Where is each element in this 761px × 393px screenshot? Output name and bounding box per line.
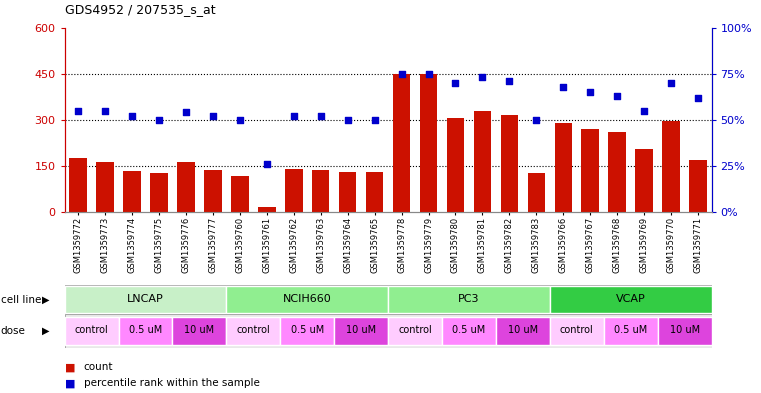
Text: percentile rank within the sample: percentile rank within the sample [84, 378, 260, 388]
Point [450, 80, 462, 86]
Text: 10 uM: 10 uM [346, 325, 376, 336]
Bar [65, 317, 119, 345]
Bar [227, 286, 388, 313]
Bar [442, 317, 496, 345]
Bar [334, 317, 388, 345]
Bar [388, 286, 550, 313]
Bar [689, 160, 707, 212]
Bar [635, 149, 653, 212]
Bar [473, 111, 491, 212]
Bar [658, 317, 712, 345]
Bar [555, 123, 572, 212]
Point [692, 95, 704, 101]
Text: control: control [560, 325, 594, 336]
Text: 0.5 uM: 0.5 uM [129, 325, 162, 336]
Text: 0.5 uM: 0.5 uM [291, 325, 324, 336]
Text: 0.5 uM: 0.5 uM [452, 325, 486, 336]
Point [314, 113, 326, 119]
Bar [393, 74, 410, 212]
Text: VCAP: VCAP [616, 294, 645, 304]
Point [207, 113, 219, 119]
Text: ■: ■ [65, 378, 75, 388]
Bar [609, 132, 626, 212]
Bar [285, 169, 303, 212]
Text: control: control [398, 325, 432, 336]
Bar [119, 317, 173, 345]
Point [234, 117, 246, 123]
Point [288, 113, 300, 119]
Text: 10 uM: 10 uM [184, 325, 215, 336]
Bar [447, 118, 464, 212]
Bar [496, 317, 550, 345]
Point [368, 117, 380, 123]
Text: 0.5 uM: 0.5 uM [614, 325, 648, 336]
Point [72, 107, 84, 114]
Point [476, 74, 489, 81]
Text: ▶: ▶ [42, 326, 49, 336]
Text: ▶: ▶ [42, 295, 49, 305]
Bar [177, 162, 195, 212]
Text: ■: ■ [65, 362, 75, 373]
Bar [527, 173, 545, 212]
Bar [388, 317, 442, 345]
Bar [258, 207, 275, 212]
Text: dose: dose [1, 326, 26, 336]
Point [557, 83, 569, 90]
Bar [227, 317, 280, 345]
Text: GDS4952 / 207535_s_at: GDS4952 / 207535_s_at [65, 3, 215, 16]
Point [180, 109, 192, 116]
Point [584, 89, 597, 95]
Text: NCIH660: NCIH660 [283, 294, 332, 304]
Bar [123, 171, 141, 212]
Point [611, 93, 623, 99]
Point [126, 113, 139, 119]
Point [530, 117, 543, 123]
Point [342, 117, 354, 123]
Text: cell line: cell line [1, 295, 41, 305]
Point [396, 70, 408, 77]
Bar [173, 317, 227, 345]
Text: 10 uM: 10 uM [670, 325, 699, 336]
Bar [366, 172, 384, 212]
Bar [550, 286, 712, 313]
Point [99, 107, 111, 114]
Point [261, 161, 273, 167]
Bar [312, 170, 330, 212]
Bar [69, 158, 87, 212]
Text: control: control [75, 325, 109, 336]
Point [422, 70, 435, 77]
Bar [97, 162, 114, 212]
Bar [662, 121, 680, 212]
Bar [65, 286, 227, 313]
Bar [204, 170, 221, 212]
Point [638, 107, 650, 114]
Text: count: count [84, 362, 113, 373]
Text: LNCAP: LNCAP [127, 294, 164, 304]
Bar [231, 176, 249, 212]
Point [665, 80, 677, 86]
Bar [280, 317, 334, 345]
Bar [603, 317, 658, 345]
Bar [501, 115, 518, 212]
Bar [420, 74, 438, 212]
Text: 10 uM: 10 uM [508, 325, 538, 336]
Point [153, 117, 165, 123]
Text: PC3: PC3 [458, 294, 479, 304]
Text: control: control [237, 325, 270, 336]
Bar [581, 129, 599, 212]
Bar [550, 317, 603, 345]
Point [503, 78, 515, 84]
Bar [150, 173, 167, 212]
Bar [339, 172, 356, 212]
